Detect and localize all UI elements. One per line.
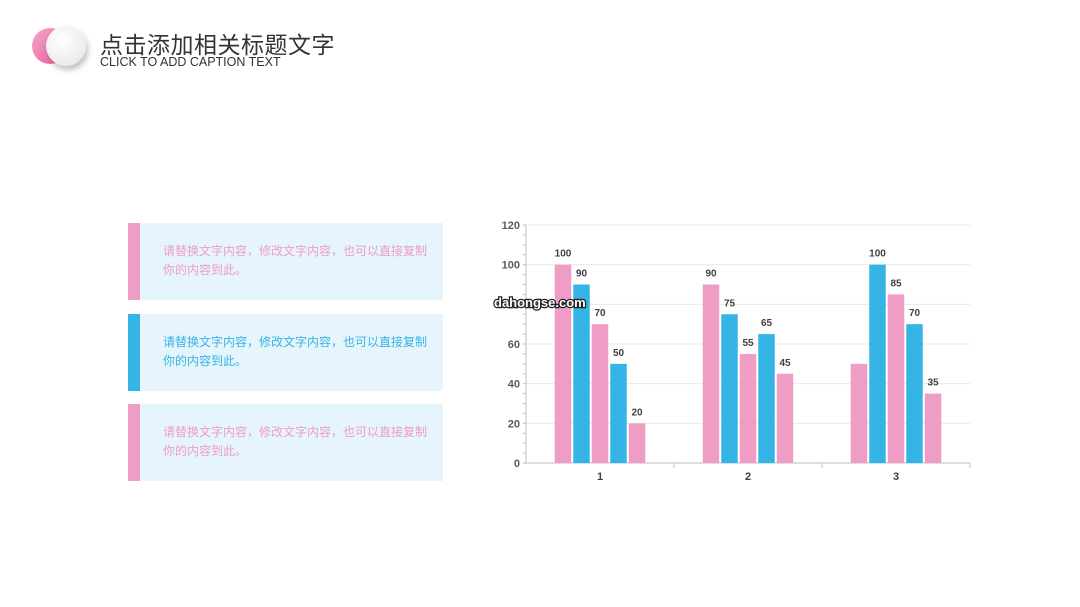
- data-label: 70: [909, 308, 921, 319]
- logo-icon: [30, 26, 90, 68]
- bar: [869, 264, 886, 463]
- data-label: 35: [927, 378, 939, 389]
- bar: [628, 423, 646, 463]
- y-tick-label: 20: [508, 418, 520, 430]
- bar: [591, 324, 609, 463]
- data-label: 70: [594, 308, 606, 319]
- y-tick-label: 100: [502, 260, 520, 272]
- bar-chart: 0 20 40 60 80 100 120 100 90 70 50 20 1 90 75 55 65 45 2 10…: [493, 220, 971, 483]
- card-accent-bar: [128, 404, 140, 481]
- data-label: 65: [761, 318, 773, 329]
- bar: [610, 363, 627, 463]
- card-text[interactable]: 请替换文字内容，修改文字内容，也可以直接复制你的内容到此。: [163, 425, 428, 458]
- y-tick-label: 80: [508, 299, 520, 311]
- data-label: 85: [890, 278, 902, 289]
- text-card-1[interactable]: 请替换文字内容，修改文字内容，也可以直接复制你的内容到此。: [128, 223, 443, 300]
- data-label: 20: [631, 407, 643, 418]
- bar: [739, 353, 757, 463]
- logo-white-circle: [46, 26, 86, 66]
- bar: [573, 284, 590, 463]
- bar: [758, 334, 775, 463]
- text-card-3[interactable]: 请替换文字内容，修改文字内容，也可以直接复制你的内容到此。: [128, 404, 443, 481]
- card-accent-bar: [128, 314, 140, 391]
- bar: [776, 373, 794, 463]
- card-accent-bar: [128, 223, 140, 300]
- data-label: 100: [555, 249, 572, 260]
- y-tick-label: 120: [502, 220, 520, 232]
- page-title: 点击添加相关标题文字: [100, 33, 335, 59]
- bar: [554, 264, 572, 463]
- x-tick-label: 3: [893, 471, 899, 483]
- data-label: 90: [576, 269, 588, 280]
- card-text[interactable]: 请替换文字内容，修改文字内容，也可以直接复制你的内容到此。: [163, 335, 428, 368]
- watermark: dahongse.com: [494, 295, 586, 310]
- bar: [702, 284, 720, 463]
- data-label: 45: [779, 358, 791, 369]
- y-tick-label: 60: [508, 339, 520, 351]
- y-tick-label: 40: [508, 379, 520, 391]
- x-tick-label: 2: [745, 471, 751, 483]
- text-card-2[interactable]: 请替换文字内容，修改文字内容，也可以直接复制你的内容到此。: [128, 314, 443, 391]
- bar: [924, 393, 942, 463]
- data-label: 100: [869, 249, 886, 260]
- y-tick-label: 0: [514, 458, 520, 470]
- data-label: 90: [705, 269, 717, 280]
- bar: [887, 294, 905, 463]
- x-tick-label: 1: [597, 471, 603, 483]
- page-subtitle: CLICK TO ADD CAPTION TEXT: [100, 55, 281, 69]
- data-label: 55: [742, 338, 754, 349]
- card-text[interactable]: 请替换文字内容，修改文字内容，也可以直接复制你的内容到此。: [163, 244, 428, 277]
- data-label: 75: [724, 298, 736, 309]
- bar: [850, 363, 868, 463]
- data-label: 50: [613, 348, 625, 359]
- bar: [906, 324, 923, 463]
- bar: [721, 314, 738, 463]
